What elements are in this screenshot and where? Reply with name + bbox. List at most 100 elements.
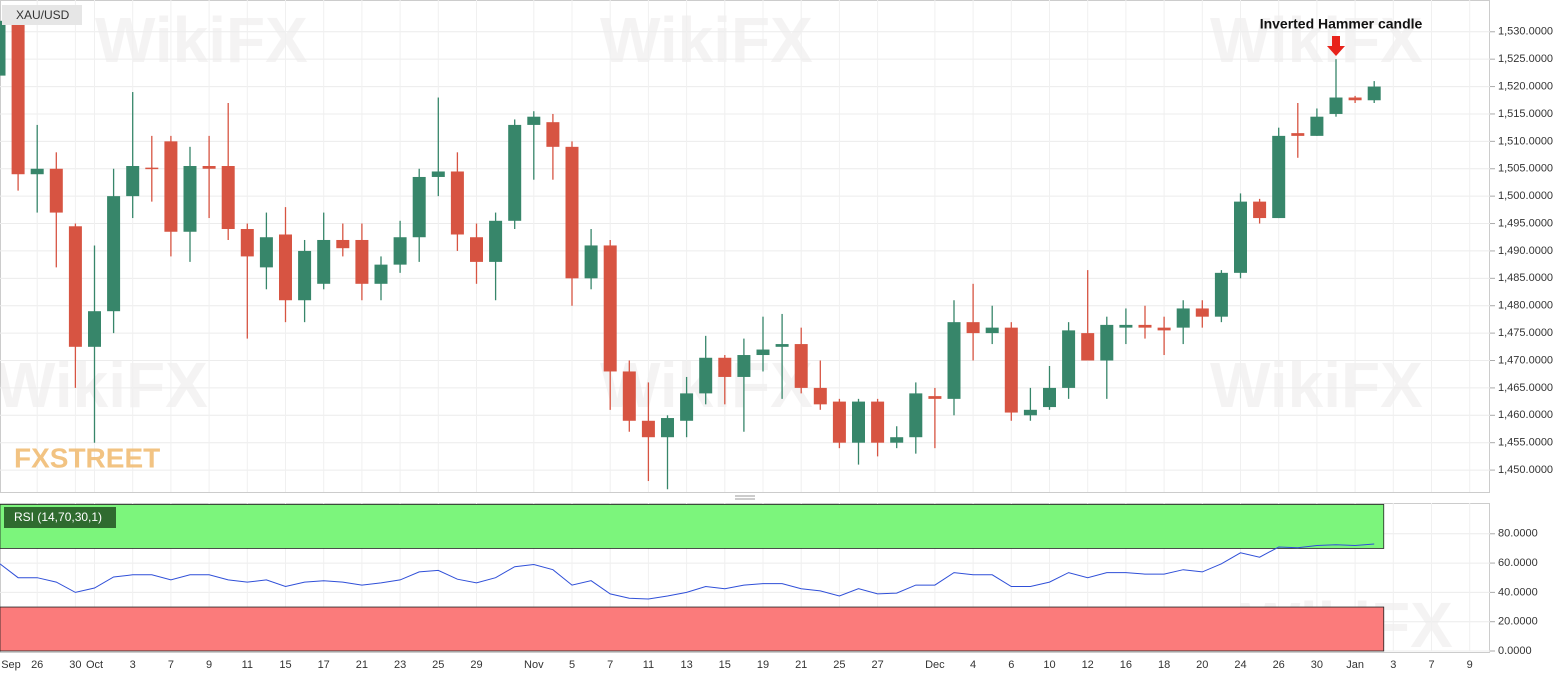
rsi-zones bbox=[0, 504, 1385, 652]
candle-body bbox=[1310, 116, 1324, 136]
y-tick-label: 1,465.0000 bbox=[1498, 382, 1553, 394]
x-tick-label: 30 bbox=[1311, 659, 1323, 671]
candle-body bbox=[279, 234, 292, 301]
x-tick-label: 29 bbox=[470, 659, 482, 671]
candle-body bbox=[412, 176, 426, 238]
candle-body bbox=[985, 327, 999, 334]
x-tick-label: 10 bbox=[1043, 659, 1055, 671]
candle-body bbox=[852, 401, 865, 443]
candle-body bbox=[909, 393, 923, 438]
x-tick-label: 5 bbox=[569, 659, 575, 671]
x-tick-label: 7 bbox=[607, 659, 613, 671]
rsi-line-group bbox=[0, 543, 1375, 600]
candle-body bbox=[1043, 387, 1056, 408]
y-tick-label: 1,500.0000 bbox=[1498, 190, 1553, 202]
candles bbox=[0, 9, 1381, 490]
candle-body bbox=[1272, 135, 1286, 219]
y-tick-label: 60.0000 bbox=[1498, 557, 1538, 569]
candle-body bbox=[259, 237, 273, 268]
candle-body bbox=[393, 237, 407, 265]
candle-body bbox=[871, 401, 885, 443]
candle-body bbox=[68, 226, 82, 347]
x-tick-label: 19 bbox=[757, 659, 769, 671]
annotation-arrow bbox=[1327, 36, 1345, 56]
watermark: WikiFX bbox=[0, 349, 208, 421]
x-tick-label: Jan bbox=[1346, 659, 1364, 671]
x-tick-label: 23 bbox=[394, 659, 406, 671]
y-tick-label: 1,520.0000 bbox=[1498, 80, 1553, 92]
candle-body bbox=[1004, 327, 1018, 413]
x-tick-label: 24 bbox=[1234, 659, 1246, 671]
candle-body bbox=[565, 146, 579, 279]
x-tick-label: 9 bbox=[1467, 659, 1473, 671]
y-tick-label: 1,475.0000 bbox=[1498, 327, 1553, 339]
x-tick-label: 25 bbox=[432, 659, 444, 671]
title-box bbox=[2, 5, 82, 25]
rsi-title-box bbox=[4, 507, 116, 528]
x-tick-label: 7 bbox=[1428, 659, 1434, 671]
annotation: Inverted Hammer candle bbox=[1260, 16, 1423, 32]
x-tick-label: 9 bbox=[206, 659, 212, 671]
candle-body bbox=[49, 168, 63, 213]
x-tick-label: 11 bbox=[643, 659, 654, 671]
x-tick-label: 20 bbox=[1196, 659, 1208, 671]
grid bbox=[0, 0, 1495, 652]
candle-body bbox=[30, 168, 44, 175]
candle-body bbox=[1367, 86, 1381, 101]
candle-body bbox=[603, 245, 617, 372]
y-tick-label: 1,505.0000 bbox=[1498, 163, 1553, 175]
y-tick-label: 80.0000 bbox=[1498, 528, 1538, 540]
logo: FXSTREET bbox=[14, 442, 160, 473]
candle-body bbox=[11, 20, 25, 175]
x-tick-label: 11 bbox=[242, 659, 253, 671]
y-tick-label: 1,480.0000 bbox=[1498, 300, 1553, 312]
candle-body bbox=[813, 387, 827, 405]
candle-body bbox=[832, 401, 846, 443]
x-tick-label: 26 bbox=[31, 659, 43, 671]
rsi-line bbox=[0, 543, 1375, 600]
candle-body bbox=[336, 239, 350, 249]
candle-body bbox=[1329, 97, 1343, 114]
candle-body bbox=[1119, 324, 1133, 328]
candle-body bbox=[317, 239, 331, 284]
candle-body bbox=[928, 396, 942, 399]
candle-body bbox=[183, 166, 197, 232]
candle-body bbox=[756, 349, 770, 356]
y-tick-label: 1,460.0000 bbox=[1498, 409, 1553, 421]
rsi-title: RSI (14,70,30,1) bbox=[14, 510, 102, 524]
candle-body bbox=[221, 166, 235, 230]
candle-body bbox=[1062, 330, 1076, 388]
y-tick-label: 1,470.0000 bbox=[1498, 354, 1553, 366]
watermark: WikiFX bbox=[95, 4, 308, 76]
y-tick-label: 1,515.0000 bbox=[1498, 108, 1553, 120]
y-tick-label: 0.0000 bbox=[1498, 645, 1532, 657]
x-tick-label: 18 bbox=[1158, 659, 1170, 671]
candle-body bbox=[470, 237, 483, 262]
candle-body bbox=[1348, 97, 1362, 101]
x-tick-label: Dec bbox=[925, 659, 945, 671]
y-tick-label: 1,495.0000 bbox=[1498, 217, 1553, 229]
candle-body bbox=[699, 357, 713, 394]
chart-title: XAU/USD bbox=[16, 8, 70, 22]
watermark: WikiFX bbox=[600, 4, 813, 76]
candle-body bbox=[88, 311, 101, 347]
x-tick-label: 21 bbox=[356, 659, 368, 671]
candle-body bbox=[145, 167, 159, 170]
candle-body bbox=[1138, 324, 1152, 328]
x-tick-label: 12 bbox=[1082, 659, 1094, 671]
x-tick-label: Nov bbox=[524, 659, 544, 671]
candle-body bbox=[584, 245, 598, 279]
x-tick-label: 21 bbox=[795, 659, 807, 671]
x-tick-label: 13 bbox=[680, 659, 692, 671]
x-tick-label: 30 bbox=[69, 659, 81, 671]
y-tick-label: 1,510.0000 bbox=[1498, 135, 1553, 147]
candle-body bbox=[1234, 201, 1247, 273]
x-tick-label: 16 bbox=[1120, 659, 1132, 671]
candle-body bbox=[775, 344, 789, 347]
candle-body bbox=[1291, 133, 1305, 136]
x-tick-label: 26 bbox=[1273, 659, 1285, 671]
candle-body bbox=[661, 418, 674, 438]
candle-body bbox=[374, 264, 388, 284]
candle-body bbox=[298, 250, 312, 301]
candle-body bbox=[107, 196, 121, 312]
